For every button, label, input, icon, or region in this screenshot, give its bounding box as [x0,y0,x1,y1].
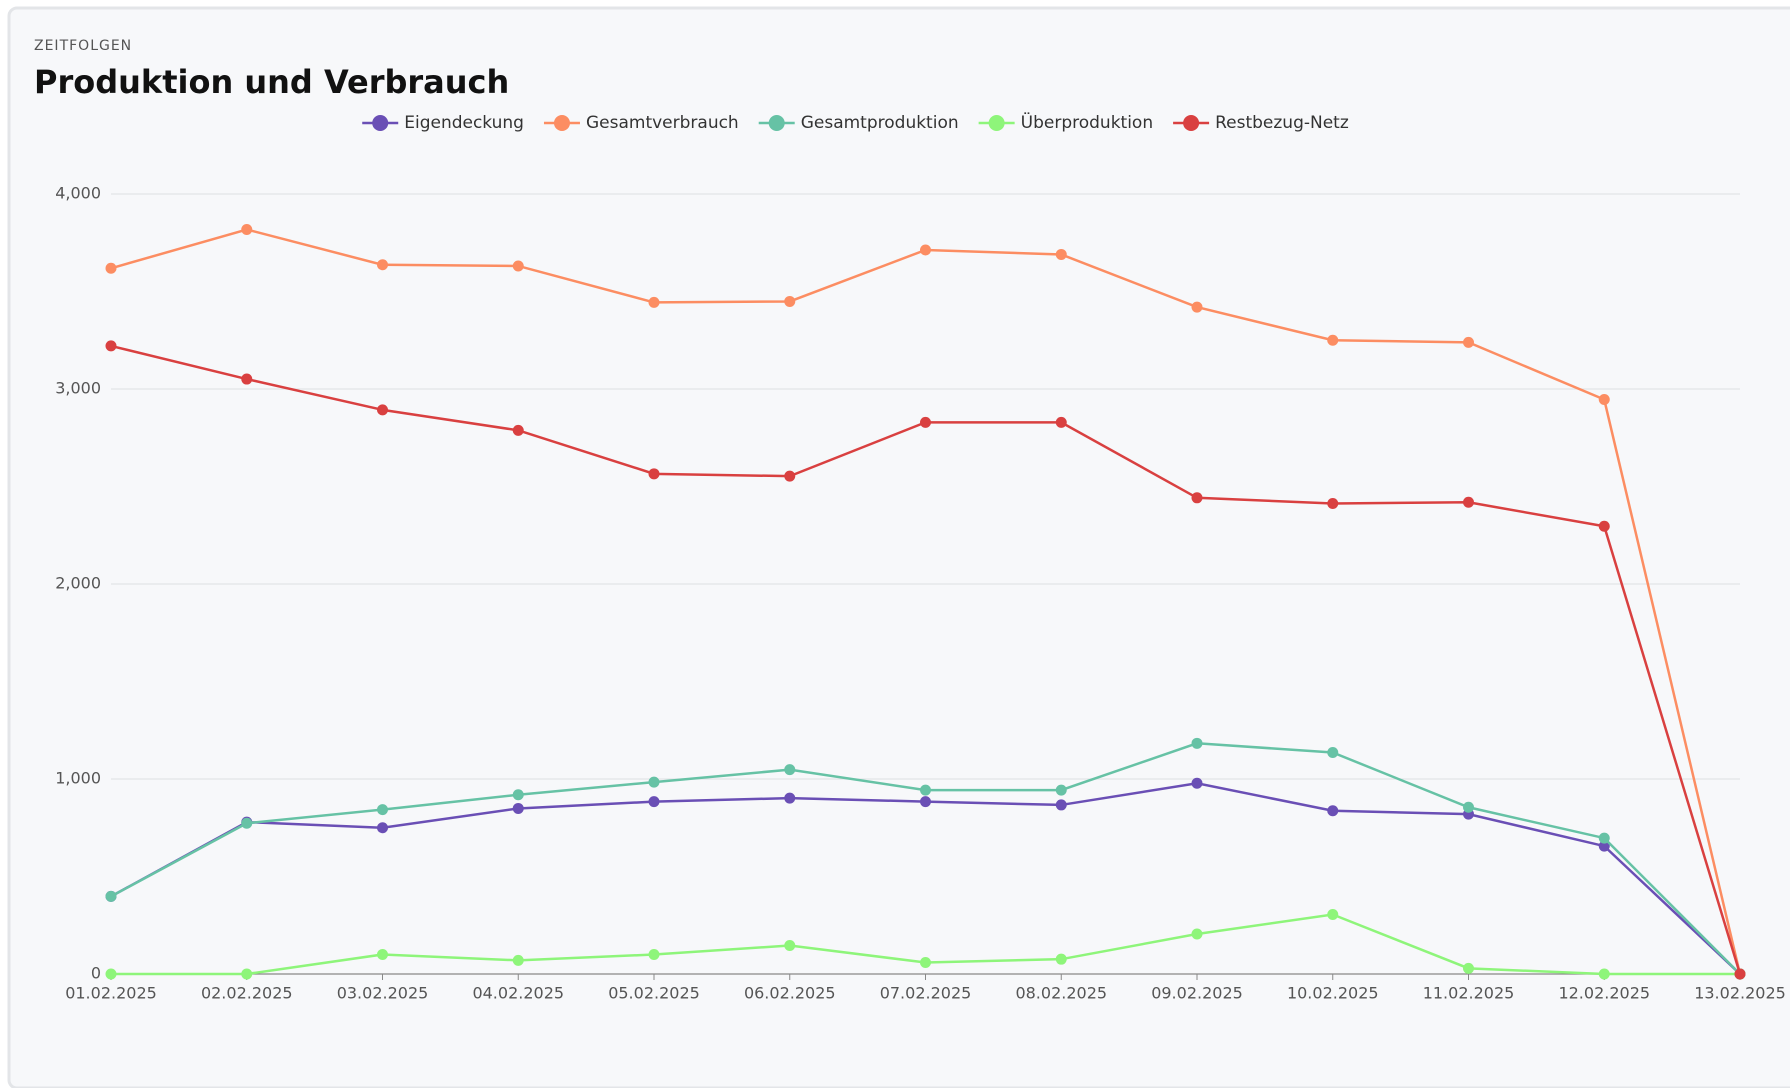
data-point [377,822,388,834]
x-tick-label: 09.02.2025 [1151,984,1243,1003]
data-point [1055,784,1067,796]
y-tick-label: 0 [91,964,101,983]
data-point [241,223,253,235]
data-point [1327,497,1339,509]
data-point [512,789,524,801]
card [7,6,1790,1088]
data-point [920,784,931,796]
x-tick-label: 13.02.2025 [1694,984,1786,1003]
data-point [241,373,253,385]
data-point [920,796,931,808]
data-point [1191,737,1203,749]
data-point [1191,492,1203,504]
data-point [512,802,524,814]
legend-label: Eigendeckung [404,113,524,133]
data-point [1055,248,1067,260]
x-tick-label: 07.02.2025 [880,984,972,1003]
y-tick-label: 1,000 [55,769,101,788]
x-tick-label: 12.02.2025 [1558,984,1650,1003]
data-point [241,968,253,980]
data-point [784,470,796,482]
data-point [1598,968,1610,980]
data-point [105,262,117,274]
data-point [648,296,660,308]
data-point [1327,805,1339,817]
y-tick-label: 2,000 [55,574,101,593]
data-point [648,949,660,960]
data-point [377,404,388,416]
data-point [1598,394,1610,406]
data-point [1191,301,1203,313]
data-point [1734,968,1746,980]
data-point [105,890,117,902]
legend-swatch [988,115,1005,131]
data-point [377,804,388,816]
legend-swatch [372,115,389,131]
legend-label: Überproduktion [1021,111,1153,133]
legend-label: Gesamtverbrauch [586,113,739,133]
data-point [1191,777,1203,789]
data-point [648,796,660,808]
section-label: ZEITFOLGEN [34,38,132,54]
legend-swatch [768,115,785,131]
y-tick-label: 3,000 [55,379,101,398]
data-point [920,956,931,968]
x-tick-label: 01.02.2025 [65,984,157,1003]
legend: Eigendeckung Gesamtverbrauch Gesamtprodukt… [362,111,1349,133]
data-point [1598,520,1610,532]
x-tick-label: 06.02.2025 [744,984,836,1003]
x-tick-label: 11.02.2025 [1423,984,1515,1003]
data-point [1463,496,1474,508]
legend-label: Gesamtproduktion [801,113,959,133]
x-tick-label: 04.02.2025 [472,984,564,1003]
data-point [1327,909,1339,921]
x-tick-label: 03.02.2025 [337,984,429,1003]
data-point [920,244,931,256]
legend-swatch [1183,115,1200,131]
data-point [1055,416,1067,428]
data-point [241,817,253,829]
legend-swatch [553,115,570,131]
data-point [784,764,796,776]
data-point [1463,336,1474,348]
data-point [105,968,117,980]
data-point [648,776,660,788]
data-point [377,949,388,960]
y-tick-label: 4,000 [55,184,101,203]
data-point [105,340,117,352]
chart-title: Produktion und Verbrauch [34,63,509,101]
data-point [1327,334,1339,346]
data-point [1327,746,1339,758]
data-point [1055,799,1067,811]
data-point [1598,832,1610,844]
data-point [920,416,931,428]
x-tick-label: 05.02.2025 [608,984,700,1003]
x-tick-label: 10.02.2025 [1287,984,1379,1003]
data-point [1463,962,1474,974]
data-point [648,468,660,480]
data-point [1463,801,1474,813]
data-point [512,260,524,272]
data-point [1055,953,1067,965]
legend-label: Restbezug-Netz [1215,113,1349,133]
data-point [512,954,524,966]
data-point [784,295,796,307]
data-point [784,792,796,804]
data-point [377,259,388,271]
data-point [1191,928,1203,940]
data-point [784,940,796,952]
data-point [512,424,524,436]
data-point [1598,840,1610,852]
x-tick-label: 02.02.2025 [201,984,293,1003]
x-tick-label: 08.02.2025 [1015,984,1107,1003]
